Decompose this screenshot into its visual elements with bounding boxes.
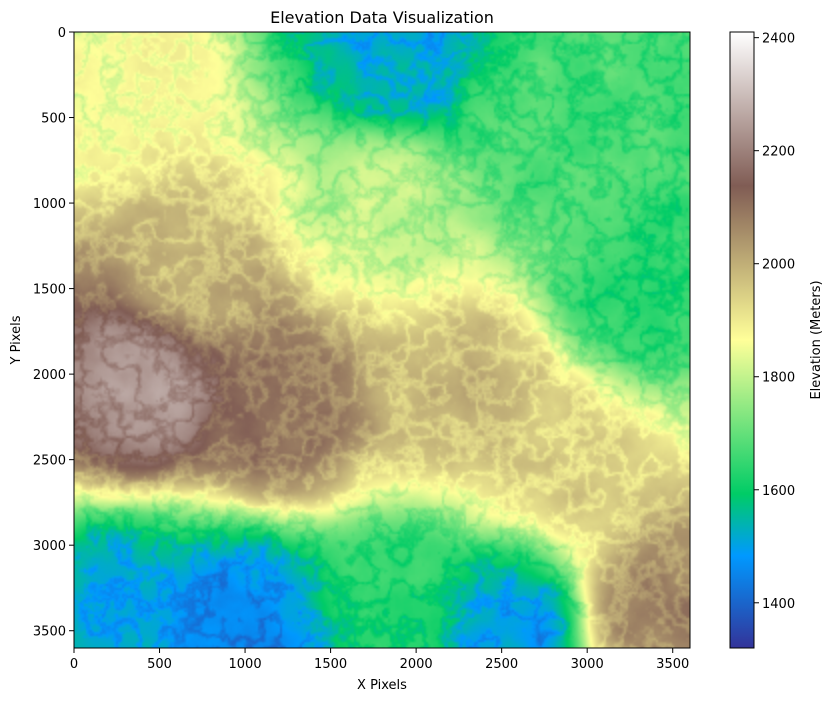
y-tick-label: 1000 <box>33 197 66 212</box>
x-axis: 0 500 1000 1500 2000 2500 3000 3500 <box>70 648 689 672</box>
x-tick-label: 3000 <box>571 657 604 672</box>
y-tick-label: 3000 <box>33 539 66 554</box>
y-axis-label: Y Pixels <box>9 315 24 365</box>
y-tick-label: 0 <box>58 26 66 41</box>
colorbar-tick-label: 2000 <box>762 258 795 273</box>
x-tick-label: 2500 <box>485 657 518 672</box>
y-tick-label: 500 <box>41 112 66 127</box>
x-tick-label: 500 <box>147 657 172 672</box>
y-tick-label: 2000 <box>33 368 66 383</box>
colorbar-tick-label: 1800 <box>762 371 795 386</box>
x-tick-label: 0 <box>70 657 78 672</box>
colorbar-tick-label: 1400 <box>762 597 795 612</box>
colorbar-label: Elevation (Meters) <box>809 280 824 399</box>
y-tick-label: 1500 <box>33 283 66 298</box>
x-tick-label: 3500 <box>656 657 689 672</box>
y-tick-label: 3500 <box>33 625 66 640</box>
colorbar-tick-label: 2200 <box>762 145 795 160</box>
y-axis: 0 500 1000 1500 2000 2500 3000 3500 <box>33 26 74 640</box>
x-tick-label: 2000 <box>400 657 433 672</box>
x-axis-label: X Pixels <box>357 678 407 693</box>
y-tick-label: 2500 <box>33 454 66 469</box>
x-tick-label: 1500 <box>314 657 347 672</box>
elevation-heatmap <box>74 32 690 648</box>
plot-frame <box>73 31 691 649</box>
chart-title: Elevation Data Visualization <box>270 8 494 27</box>
colorbar-axis: 1400 1600 1800 2000 2200 2400 <box>754 32 795 612</box>
colorbar-tick-label: 1600 <box>762 484 795 499</box>
x-tick-label: 1000 <box>229 657 262 672</box>
colorbar <box>729 31 755 649</box>
colorbar-tick-label: 2400 <box>762 32 795 47</box>
